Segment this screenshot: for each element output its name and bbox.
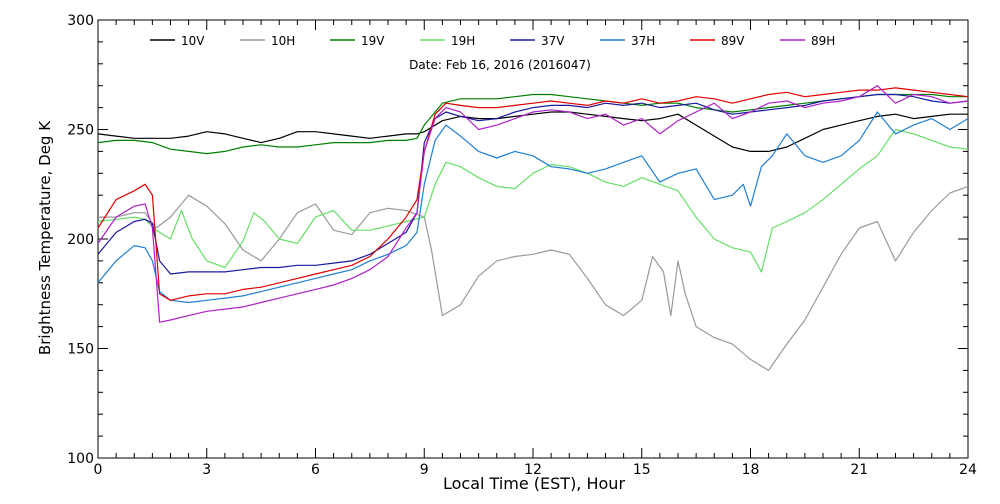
x-tick-label: 12 [524,462,542,478]
legend-label-89v: 89V [721,34,745,48]
legend-label-37h: 37H [631,34,655,48]
x-tick-label: 18 [742,462,760,478]
legend-label-10h: 10H [271,34,295,48]
y-tick-label: 250 [67,123,94,139]
plot-frame [97,19,969,459]
series-line-10v [97,111,968,152]
legend-label-37v: 37V [541,34,565,48]
y-tick-label: 100 [67,451,94,467]
x-tick-label: 3 [202,462,211,478]
x-tick-label: 0 [94,462,103,478]
series-line-19h [97,128,969,273]
legend-label-19v: 19V [361,34,385,48]
chart-title: Date: Feb 16, 2016 (2016047) [409,58,591,72]
x-tick-label: 6 [311,462,320,478]
legend-label-19h: 19H [451,34,475,48]
x-tick-label: 21 [850,462,868,478]
x-tick-label: 9 [420,462,429,478]
series-line-37v [97,93,969,275]
series-line-89h [97,85,969,323]
legend-label-10v: 10V [181,34,205,48]
y-axis-label: Brightness Temperature, Deg K [36,120,54,355]
x-axis-label: Local Time (EST), Hour [443,474,625,493]
legend: 10V 10H 19V 19H 37V 37H 89V 89H [150,34,835,48]
series-line-89v [97,87,969,301]
legend-label-89h: 89H [811,34,835,48]
y-tick-label: 200 [67,232,94,248]
axes-group: 0 3 6 9 12 15 18 21 24 100 150 200 250 300 [67,13,977,478]
series-group [97,85,969,371]
series-line-37h [97,111,969,304]
series-line-10h [98,185,969,371]
y-tick-label: 300 [67,13,94,29]
x-tick-label: 24 [959,462,977,478]
y-tick-label: 150 [67,342,94,358]
x-tick-label: 15 [633,462,651,478]
